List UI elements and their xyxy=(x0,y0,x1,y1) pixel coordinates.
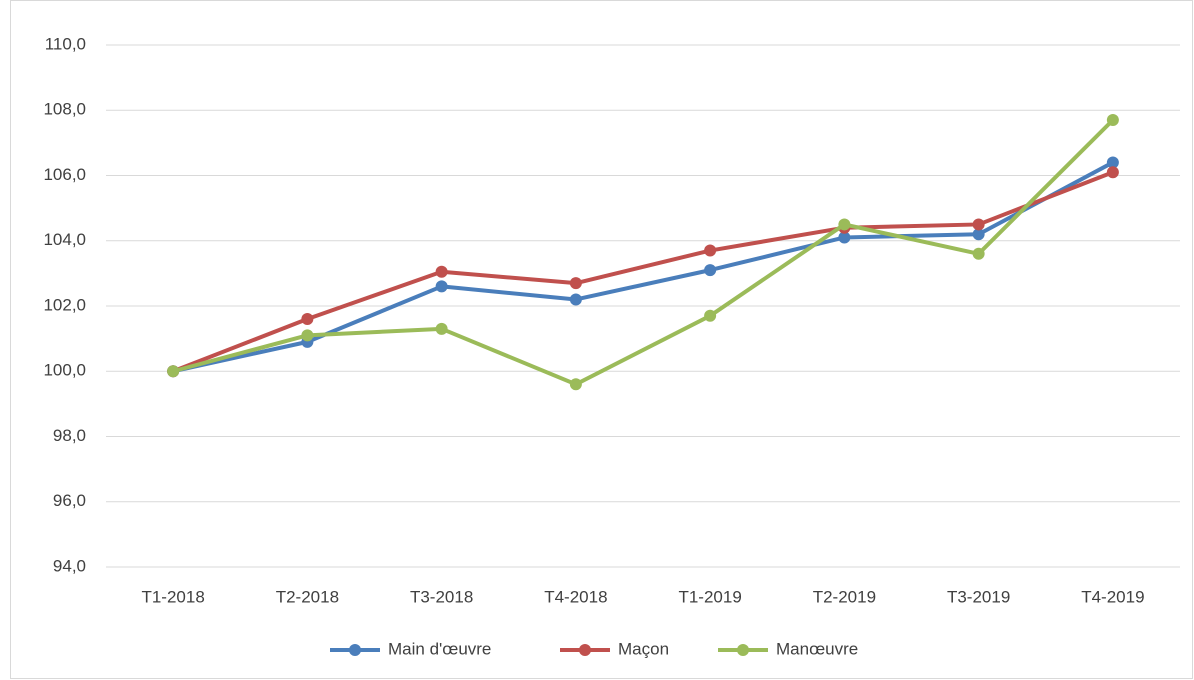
point xyxy=(1106,166,1119,179)
point xyxy=(435,322,448,335)
point xyxy=(704,264,717,277)
point xyxy=(838,218,851,231)
x-tick-label: T2-2018 xyxy=(276,587,339,606)
legend-label: Maçon xyxy=(618,639,669,658)
point xyxy=(704,244,717,257)
y-tick-label: 94,0 xyxy=(53,556,86,575)
legend-marker xyxy=(737,644,749,656)
y-tick-label: 108,0 xyxy=(43,100,86,119)
x-tick-label: T3-2018 xyxy=(410,587,473,606)
point xyxy=(1106,114,1119,127)
legend-marker xyxy=(349,644,361,656)
point xyxy=(167,365,180,378)
point xyxy=(569,378,582,391)
x-tick-label: T4-2019 xyxy=(1081,587,1144,606)
point xyxy=(435,280,448,293)
point xyxy=(301,329,314,342)
point xyxy=(569,277,582,290)
point xyxy=(838,231,851,244)
series-line xyxy=(172,118,1115,387)
point xyxy=(972,218,985,231)
point xyxy=(972,228,985,241)
x-tick-label: T1-2019 xyxy=(678,587,741,606)
x-tick-label: T1-2018 xyxy=(141,587,204,606)
point xyxy=(972,247,985,260)
point xyxy=(569,293,582,306)
x-tick-label: T4-2018 xyxy=(544,587,607,606)
chart-frame xyxy=(10,0,1193,679)
legend-marker xyxy=(579,644,591,656)
point xyxy=(301,313,314,326)
series-line xyxy=(172,170,1114,374)
y-tick-label: 106,0 xyxy=(43,165,86,184)
x-tick-label: T2-2019 xyxy=(813,587,876,606)
point xyxy=(704,309,717,322)
y-tick-label: 110,0 xyxy=(45,34,86,53)
y-tick-label: 104,0 xyxy=(43,230,86,249)
legend-label: Main d'œuvre xyxy=(388,639,491,658)
y-tick-label: 98,0 xyxy=(53,426,86,445)
point xyxy=(1106,156,1119,169)
legend-label: Manœuvre xyxy=(776,639,858,658)
y-tick-label: 100,0 xyxy=(43,361,86,380)
x-tick-label: T3-2019 xyxy=(947,587,1010,606)
y-tick-label: 102,0 xyxy=(43,295,86,314)
point xyxy=(435,265,448,278)
y-tick-label: 96,0 xyxy=(53,491,86,510)
